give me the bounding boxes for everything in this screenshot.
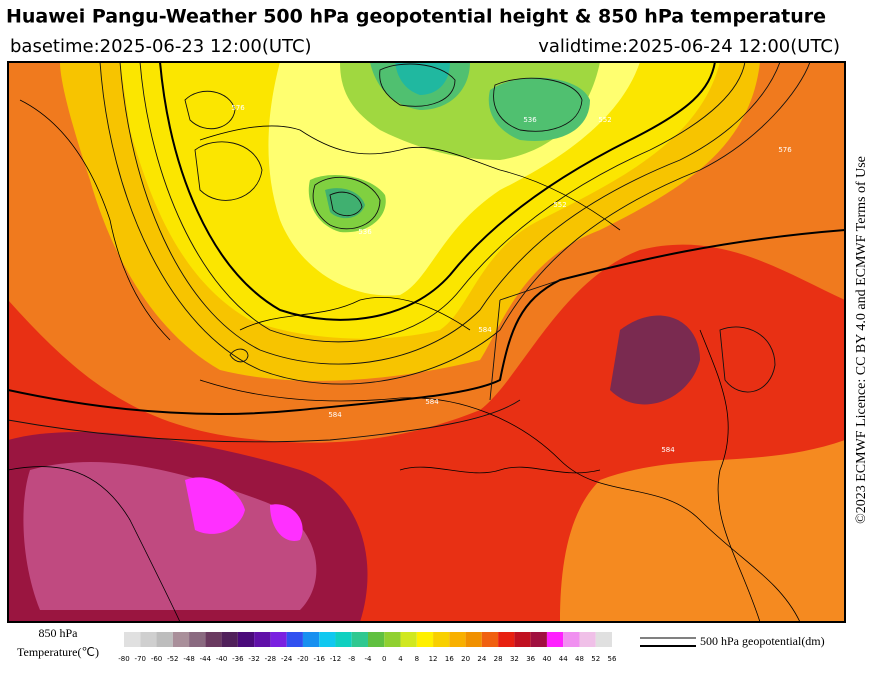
colorbar-tick-label: 52 (591, 655, 600, 663)
contour-label: 584 (661, 446, 675, 454)
colorbar-tick-label: 36 (526, 655, 535, 663)
colorbar-swatch (465, 632, 482, 647)
colorbar-tick-label: 20 (461, 655, 470, 663)
contour-label: 584 (328, 411, 342, 419)
colorbar-tick-label: -4 (365, 655, 373, 663)
colorbar-swatch (156, 632, 173, 647)
colorbar-tick-label: -24 (281, 655, 293, 663)
colorbar-tick-label: 12 (429, 655, 438, 663)
colorbar-swatch (270, 632, 287, 647)
colorbar-tick-label: -8 (348, 655, 355, 663)
colorbar-swatch (237, 632, 255, 647)
colorbar-swatch (563, 632, 580, 647)
colorbar-tick-label: -80 (118, 655, 129, 663)
colorbar-swatch (530, 632, 547, 647)
colorbar-tick-label: -32 (248, 655, 259, 663)
colorbar-tick-label: -36 (232, 655, 244, 663)
colorbar-tick-label: -70 (135, 655, 146, 663)
colorbar-tick-label: 8 (415, 655, 419, 663)
colorbar-swatch (546, 632, 564, 647)
contour-label: 536 (358, 228, 372, 236)
contour-label: 552 (598, 116, 611, 124)
colorbar-swatch (498, 632, 515, 647)
colorbar-swatch (416, 632, 434, 647)
contour-label: 552 (553, 201, 566, 209)
colorbar-swatch (221, 632, 238, 647)
colorbar-swatch (189, 632, 206, 647)
colorbar-swatch (351, 632, 368, 647)
colorbar-tick-label: -20 (297, 655, 308, 663)
colorbar-tick-label: -44 (200, 655, 212, 663)
colorbar-swatch (335, 632, 352, 647)
colorbar-tick-label: 56 (608, 655, 617, 663)
credit: ©2023 ECMWF Licence: CC BY 4.0 and ECMWF… (854, 156, 869, 524)
colorbar-swatch (319, 632, 336, 647)
colorbar-tick-label: 32 (510, 655, 519, 663)
colorbar-tick-label: 0 (382, 655, 386, 663)
colorbar-tick-label: -60 (151, 655, 162, 663)
contour-label: 584 (425, 398, 439, 406)
colorbar-swatch (400, 632, 417, 647)
colorbar-swatch (140, 632, 157, 647)
colorbar-swatch (286, 632, 303, 647)
colorbar-swatch (205, 632, 222, 647)
colorbar-tick-label: 16 (445, 655, 454, 663)
validtime: validtime:2025-06-24 12:00(UTC) (538, 36, 840, 57)
colorbar-swatch (254, 632, 271, 647)
colorbar-swatch (368, 632, 385, 647)
contours (8, 62, 845, 443)
colorbar-swatch (595, 632, 612, 647)
colorbar-swatch (124, 632, 141, 647)
contour-label: 584 (478, 326, 492, 334)
legend-contour-label: 500 hPa geopotential(dm) (700, 634, 825, 648)
colorbar-tick-label: 48 (575, 655, 584, 663)
colorbar-swatch (172, 632, 190, 647)
colorbar-tick-label: -28 (265, 655, 276, 663)
contour-label: 576 (778, 146, 792, 154)
colorbar-tick-label: -16 (313, 655, 325, 663)
colorbar-swatch (579, 632, 596, 647)
colorbar-swatch (384, 632, 401, 647)
contour-label: 576 (231, 104, 245, 112)
colorbar-tick-label: -40 (216, 655, 227, 663)
colorbar-tick-label: 44 (559, 655, 568, 663)
colorbar-swatch (481, 632, 499, 647)
colorbar-tick-label: 28 (494, 655, 503, 663)
map: 576 552 536 536 552 576 584 584 584 584 (8, 62, 845, 622)
contour-label: 536 (523, 116, 537, 124)
colorbar-tick-label: 24 (477, 655, 486, 663)
coastlines (8, 99, 801, 622)
colorbar-swatch (433, 632, 450, 647)
colorbar-tick-label: 40 (542, 655, 551, 663)
colorbar-swatch (514, 632, 531, 647)
colorbar-tick-label: 4 (398, 655, 403, 663)
colorbar-tick-label: -52 (167, 655, 178, 663)
colorbar-swatch (302, 632, 320, 647)
colorbar-tick-label: -12 (330, 655, 341, 663)
colorbar-tick-label: -48 (183, 655, 194, 663)
map-frame (7, 61, 846, 623)
title: Huawei Pangu-Weather 500 hPa geopotentia… (6, 6, 826, 28)
legend-temperature-label: Temperature(℃) (17, 645, 99, 659)
colorbar: -80 -70 -60 -52 -48 -44 -40 -36 -32 -28 -24 -20 -16-… (118, 632, 617, 663)
colorbar-swatch (449, 632, 466, 647)
legend-temperature-label: 850 hPa (39, 626, 79, 640)
basetime: basetime:2025-06-23 12:00(UTC) (10, 36, 312, 57)
